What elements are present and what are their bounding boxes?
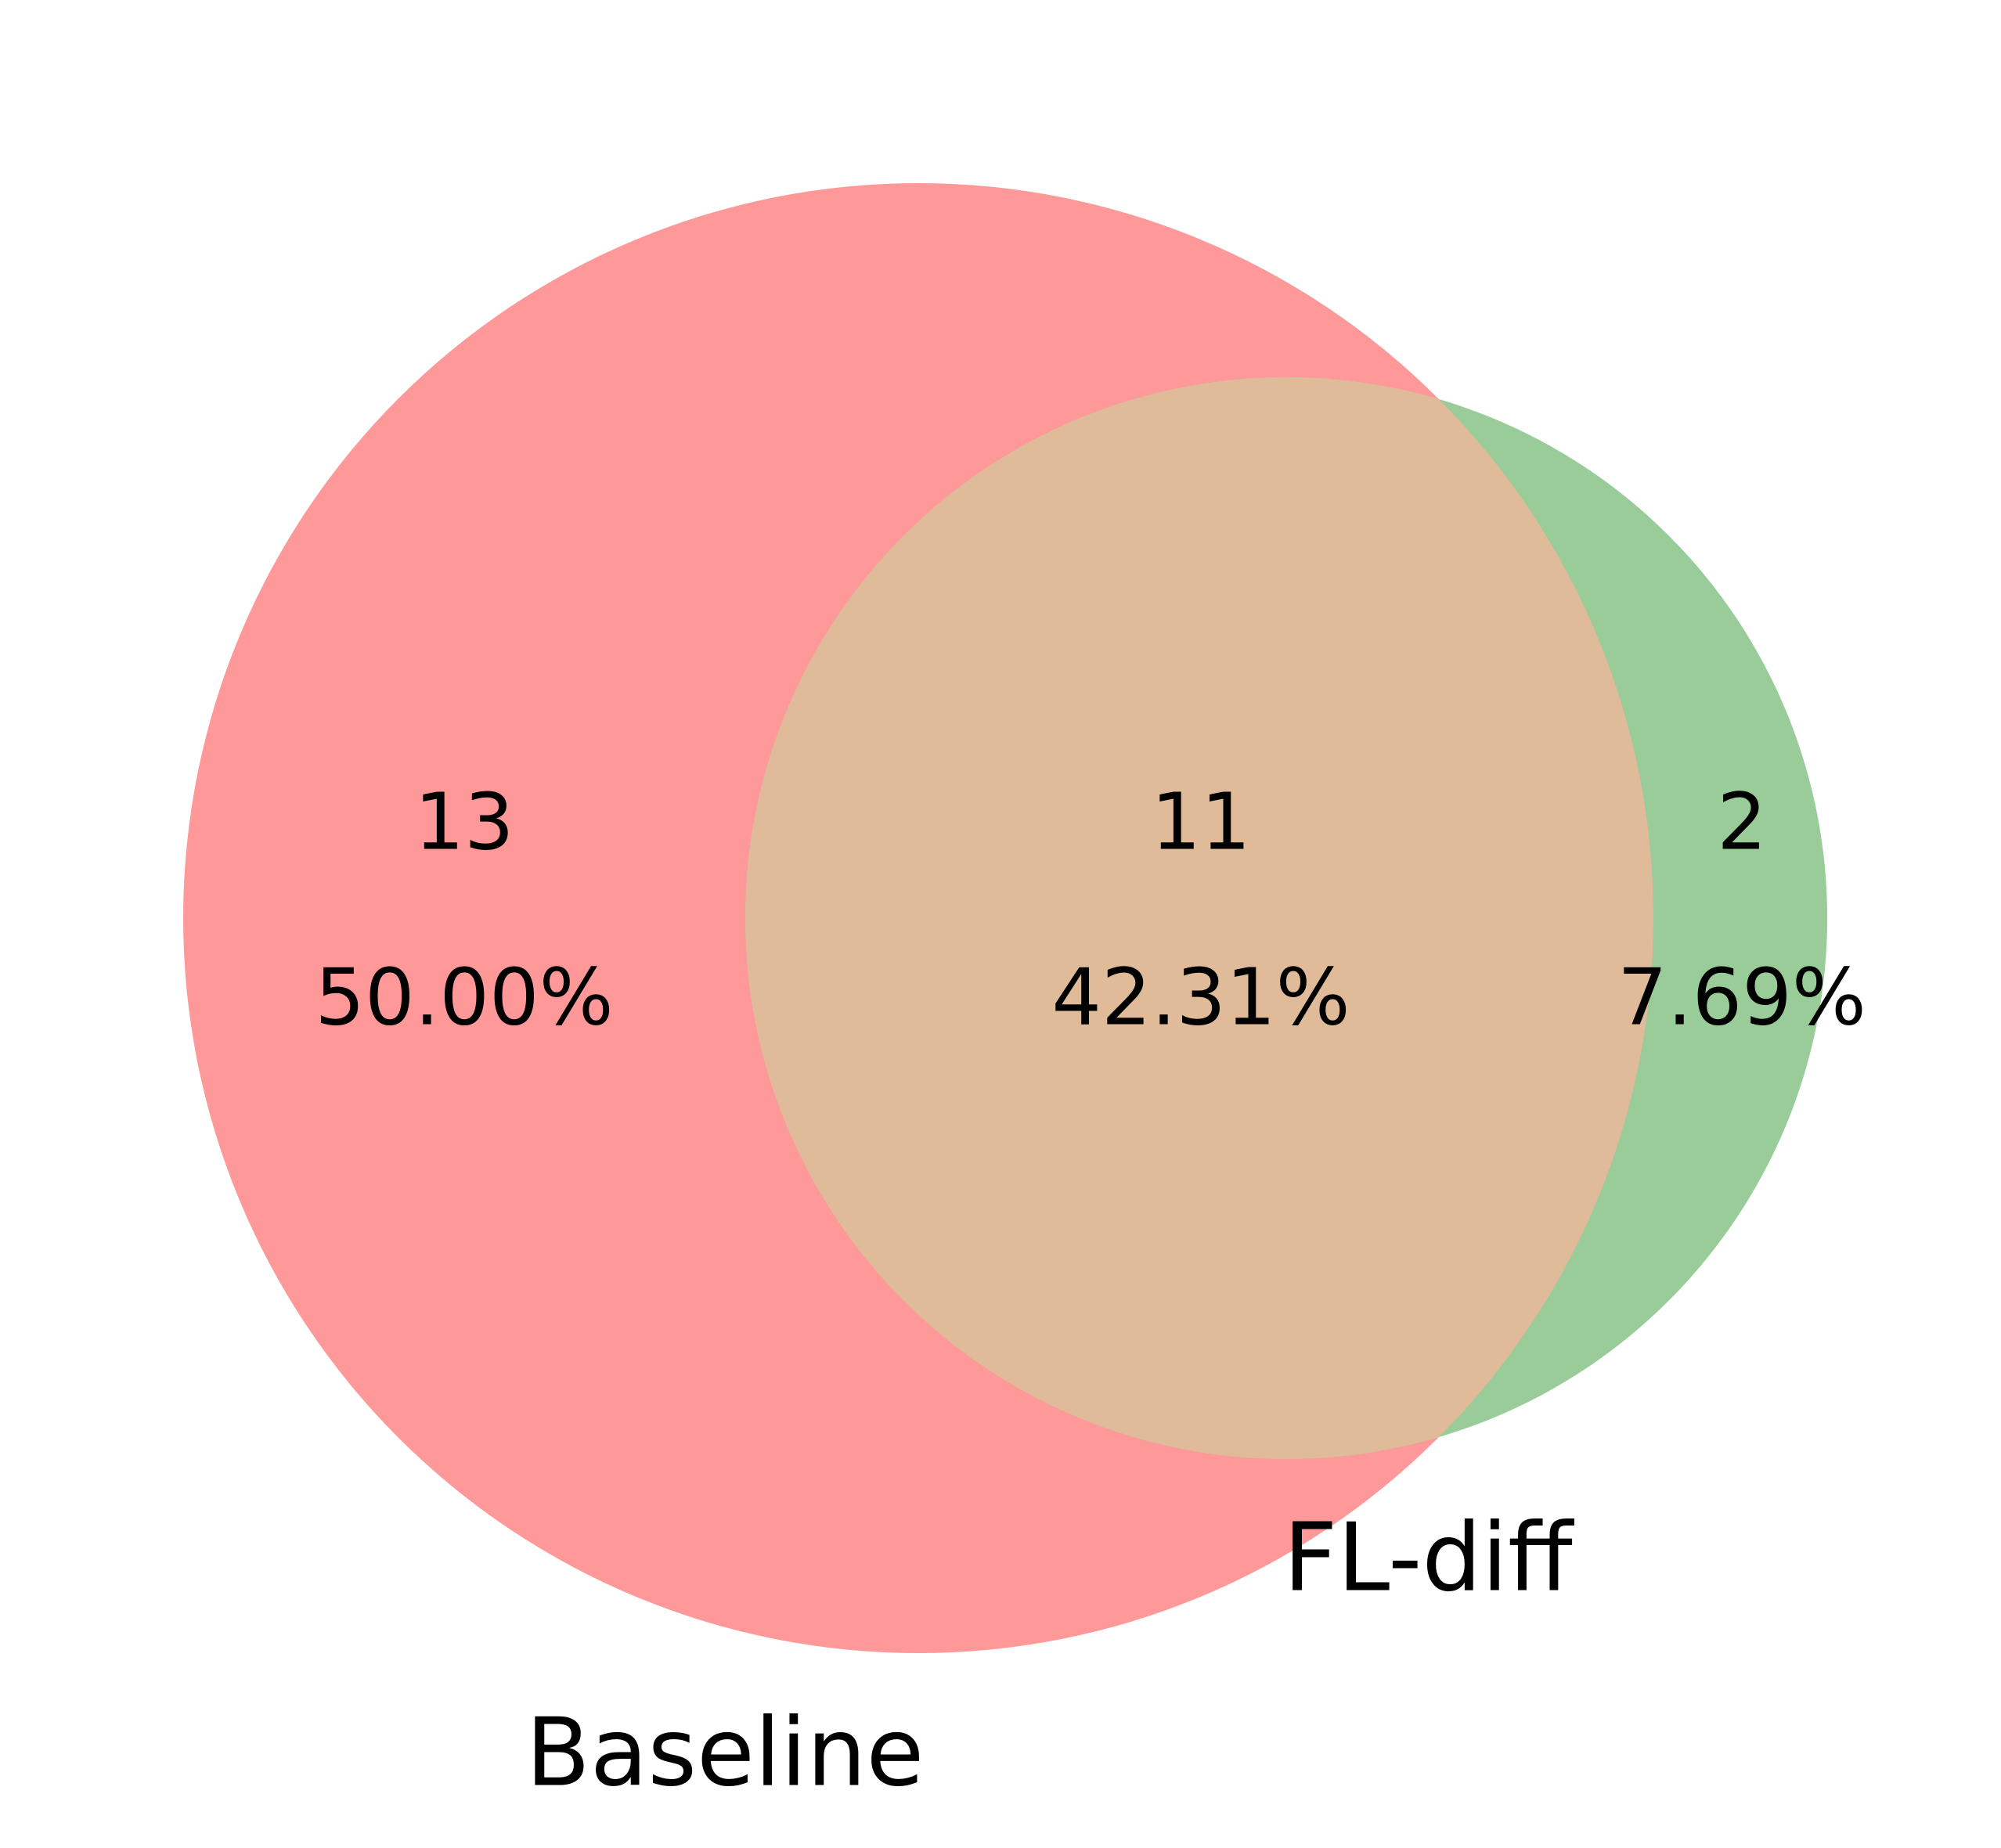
set-label: FL-diff <box>1283 1504 1574 1613</box>
set-label: Baseline <box>526 1699 925 1808</box>
region-count: 11 <box>1151 776 1250 867</box>
region-percent: 50.00% <box>315 951 613 1043</box>
region-count: 2 <box>1717 776 1767 867</box>
venn-shapes <box>183 183 1828 1653</box>
overlap-region <box>745 376 1653 1460</box>
region-count: 13 <box>414 776 514 867</box>
venn-labels: 13 50.00% 11 42.31% 2 7.69% Baseline FL-diff <box>315 776 1866 1807</box>
region-percent: 42.31% <box>1051 951 1350 1043</box>
region-percent: 7.69% <box>1617 951 1866 1043</box>
